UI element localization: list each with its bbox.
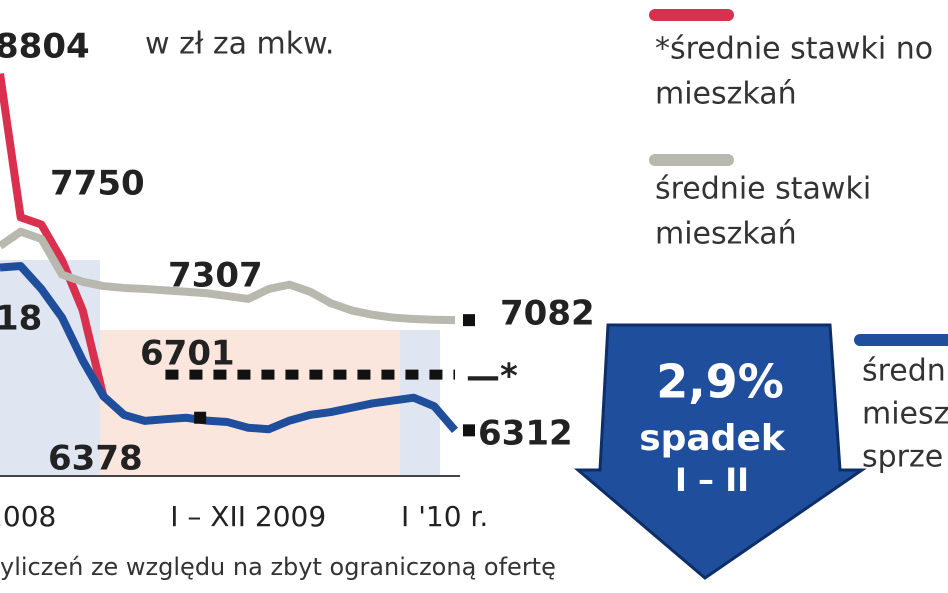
subtitle: w zł za mkw.	[145, 27, 334, 62]
legend-label: mieszkań	[655, 217, 797, 252]
annotation: 7750	[50, 164, 145, 204]
end-marker	[463, 424, 475, 437]
x-tick-label: I '10 r.	[401, 500, 488, 533]
x-tick-label: I – XII 2009	[170, 500, 326, 533]
arrow-callout	[573, 323, 867, 580]
x-tick-label: 2008	[0, 500, 56, 533]
series-line	[0, 73, 108, 398]
legend-label: średnie stawki	[655, 172, 871, 207]
annotation: 8804	[0, 27, 90, 67]
callout-value: 2,9%	[656, 355, 784, 409]
series-line	[0, 262, 459, 434]
legend-label: średn	[862, 354, 946, 389]
callout-text: I – II	[675, 461, 749, 499]
annotation: 18	[0, 299, 42, 339]
legend-label: mieszkań	[655, 77, 797, 112]
annotation: 6312	[478, 414, 573, 454]
end-marker	[463, 314, 475, 327]
annotation: —*	[466, 357, 518, 397]
annotation: 7307	[168, 256, 263, 296]
legend-label: sprze	[862, 440, 943, 475]
legend-label: miesz	[862, 397, 948, 432]
callout-text: spadek	[639, 418, 786, 459]
series-line	[0, 227, 456, 325]
annotation: 6701	[140, 334, 235, 374]
background-band	[100, 330, 400, 475]
annotation: 7082	[500, 294, 595, 334]
annotation: 6378	[48, 439, 143, 479]
footnote: yliczeń ze względu na zbyt ograniczoną o…	[0, 553, 556, 581]
legend-label: *średnie stawki no	[655, 32, 933, 67]
end-marker	[194, 411, 207, 424]
